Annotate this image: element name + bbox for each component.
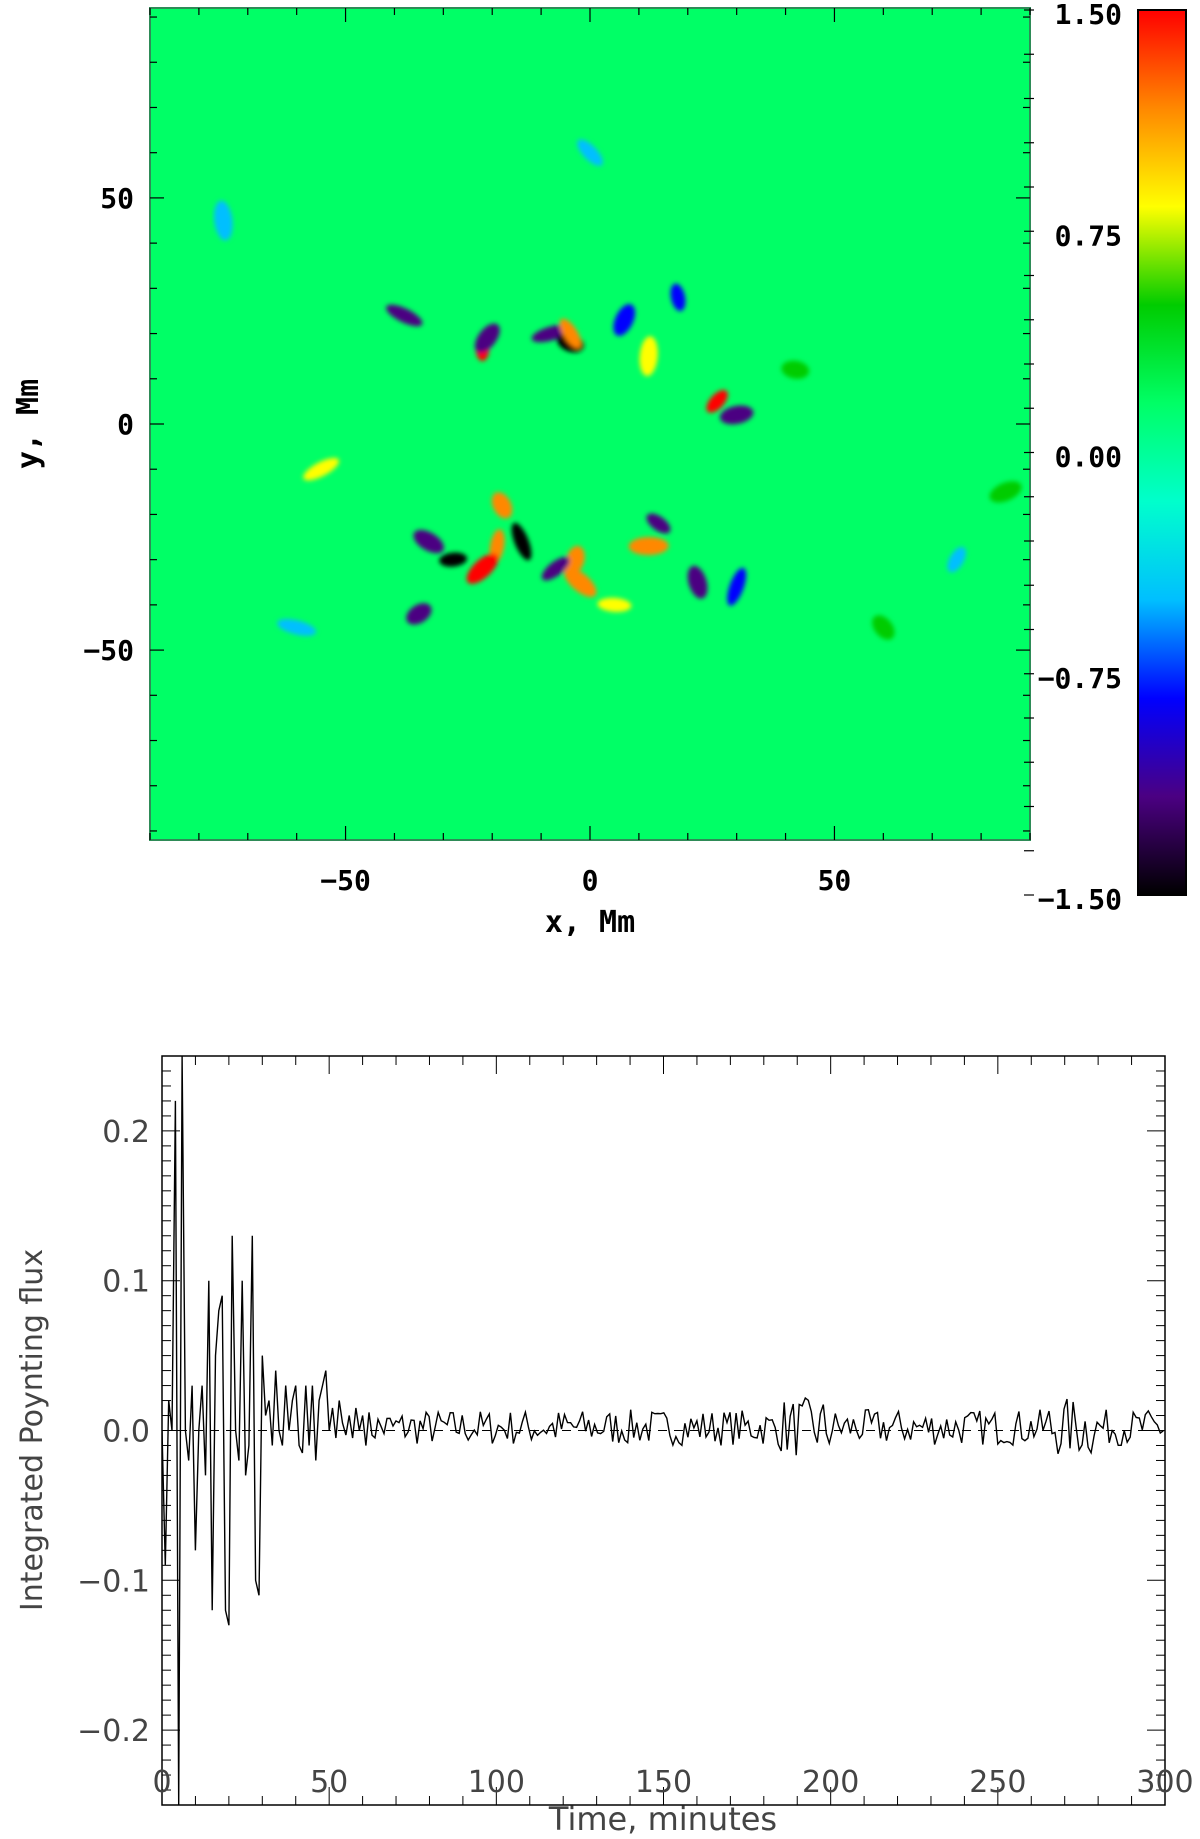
heatmap-y-tick-label: 50	[100, 182, 134, 215]
heatmap-feature	[474, 323, 500, 353]
heatmap-feature	[385, 304, 423, 327]
heatmap-feature	[577, 139, 603, 166]
line-x-tick-label: 0	[152, 1765, 171, 1800]
colorbar-tick-label: 0.75	[1055, 219, 1122, 252]
heatmap-feature	[687, 565, 708, 599]
heatmap-feature	[541, 556, 570, 581]
heatmap-background	[150, 8, 1030, 840]
heatmap-feature	[727, 567, 747, 606]
colorbar-tick-label: −1.50	[1038, 883, 1122, 916]
colorbar-tick-label: 0.00	[1055, 441, 1122, 474]
heatmap-feature	[439, 552, 468, 567]
colorbar-scale	[1137, 9, 1187, 896]
line-x-tick-label: 200	[802, 1765, 859, 1800]
line-y-tick-label: 0.0	[102, 1415, 150, 1450]
heatmap-x-tick-label: 0	[582, 864, 599, 897]
line-x-axis-label: Time, minutes	[548, 1800, 777, 1838]
heatmap-x-tick-label: 50	[818, 864, 852, 897]
line-y-tick-label: −0.1	[77, 1564, 150, 1599]
heatmap-feature	[466, 553, 499, 584]
heatmap-x-axis-label: x, Mm	[545, 905, 635, 940]
heatmap-axis-ticks: −50 0 50 50 0 −50	[83, 8, 1031, 897]
heatmap-feature	[613, 304, 636, 336]
colorbar-tick-label: 1.50	[1055, 0, 1122, 31]
heatmap-feature	[511, 522, 532, 561]
colorbar: 1.50 0.75 0.00 −0.75 −1.50	[1024, 0, 1187, 916]
line-y-axis-label: Integrated Poynting flux	[15, 1249, 50, 1611]
heatmap-feature	[781, 360, 810, 379]
heatmap-feature	[406, 603, 432, 625]
heatmap-feature	[413, 529, 444, 554]
heatmap-feature	[706, 389, 728, 413]
line-y-tick-label: 0.1	[102, 1265, 150, 1300]
line-panel: 0 50 100 150 200 250 300 −0.2 −0.1 0.0 0.1 0.2 Time…	[15, 1055, 1194, 1838]
heatmap-features	[214, 139, 1022, 640]
heatmap-feature	[277, 619, 317, 636]
heatmap-feature	[719, 405, 754, 425]
line-y-tick-label: 0.2	[102, 1115, 150, 1150]
line-x-tick-label: 100	[468, 1765, 525, 1800]
heatmap-feature	[491, 492, 513, 519]
line-x-tick-label: 150	[635, 1765, 692, 1800]
heatmap-feature	[628, 537, 669, 556]
heatmap-feature	[303, 457, 340, 481]
line-x-tick-label: 250	[969, 1765, 1026, 1800]
heatmap-feature	[564, 567, 597, 598]
heatmap-feature	[597, 597, 632, 612]
colorbar-tick-label: −0.75	[1038, 662, 1122, 695]
heatmap-feature	[565, 545, 585, 574]
colorbar-ticks: 1.50 0.75 0.00 −0.75 −1.50	[1024, 0, 1122, 916]
heatmap-feature	[646, 513, 671, 534]
heatmap-feature	[639, 336, 658, 377]
line-x-tick-label: 50	[310, 1765, 348, 1800]
heatmap-y-tick-label: −50	[83, 634, 134, 667]
heatmap-feature	[531, 324, 571, 343]
heatmap-x-tick-label: −50	[320, 864, 371, 897]
flux-series-line	[162, 1056, 1164, 1805]
heatmap-feature	[872, 615, 895, 640]
line-axis-ticks: 0 50 100 150 200 250 300 −0.2 −0.1 0.0 0.1 0.2	[77, 1055, 1194, 1806]
heatmap-feature	[670, 283, 686, 312]
heatmap-y-axis-label: y, Mm	[11, 379, 46, 469]
heatmap-panel: −50 0 50 50 0 −50 x, Mm y, Mm	[11, 7, 1031, 940]
heatmap-feature	[947, 547, 966, 573]
heatmap-feature	[214, 200, 233, 241]
line-x-tick-label: 300	[1136, 1765, 1193, 1800]
heatmap-feature	[989, 481, 1022, 503]
heatmap-y-tick-label: 0	[117, 408, 134, 441]
line-y-tick-label: −0.2	[77, 1714, 150, 1749]
heatmap-feature	[559, 318, 582, 349]
